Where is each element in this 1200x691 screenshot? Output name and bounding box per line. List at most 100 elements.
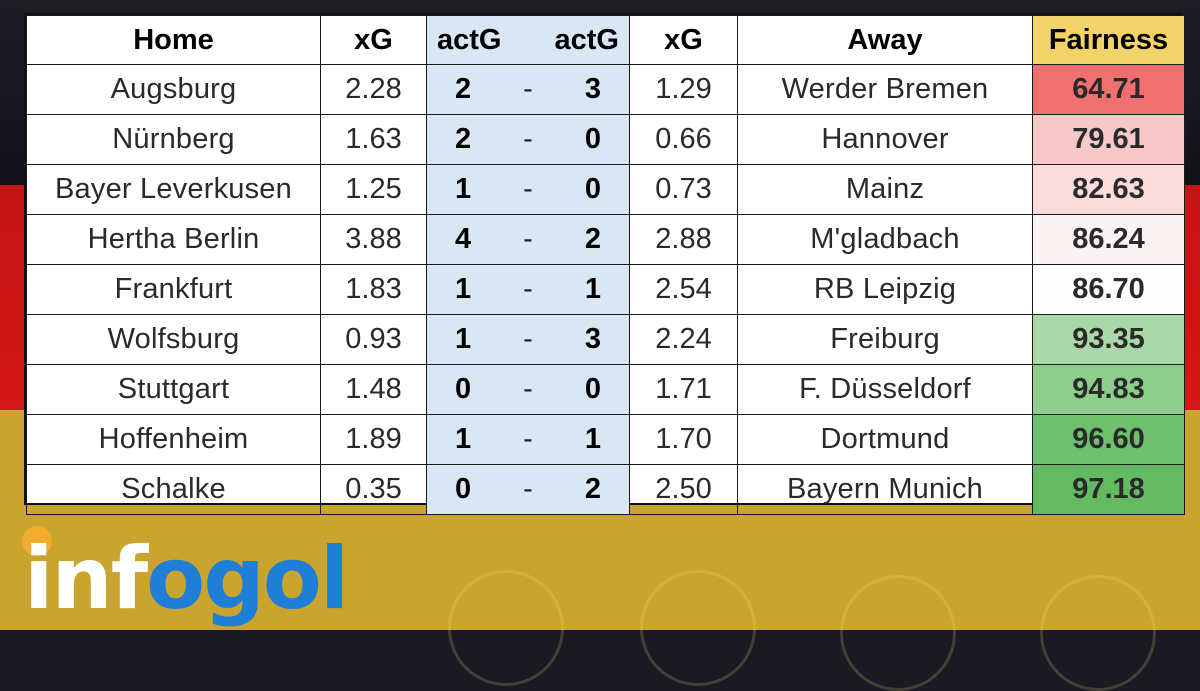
home-team: Wolfsburg	[26, 314, 321, 365]
header-xg-away: xG	[629, 15, 738, 65]
score-separator: -	[523, 473, 533, 505]
away-team: Freiburg	[737, 314, 1033, 365]
header-actg-home: actG	[437, 23, 502, 56]
watermark-ball	[1040, 575, 1156, 691]
home-xg: 0.35	[320, 464, 427, 515]
home-team: Frankfurt	[26, 264, 321, 315]
home-goals: 1	[455, 423, 472, 455]
table-row: Wolfsburg 0.93 1 - 3 2.24 Freiburg 93.35	[26, 314, 1185, 365]
score-separator: -	[523, 323, 533, 355]
header-actg-away: actG	[554, 23, 619, 56]
header-actual-goals: actG actG	[426, 15, 630, 65]
home-team: Hertha Berlin	[26, 214, 321, 265]
away-goals: 0	[584, 173, 601, 205]
home-goals: 4	[455, 223, 472, 255]
away-team: RB Leipzig	[737, 264, 1033, 315]
score: 0 - 0	[426, 364, 630, 415]
home-xg: 1.83	[320, 264, 427, 315]
home-team: Hoffenheim	[26, 414, 321, 465]
table-row: Hoffenheim 1.89 1 - 1 1.70 Dortmund 96.60	[26, 414, 1185, 465]
table-row: Schalke 0.35 0 - 2 2.50 Bayern Munich 97.18	[26, 464, 1185, 515]
home-goals: 0	[455, 373, 472, 405]
results-table: Home xG actG actG xG Away Fairness Augsb…	[26, 15, 1185, 515]
watermark-ball	[640, 570, 756, 686]
results-table-container: Home xG actG actG xG Away Fairness Augsb…	[24, 13, 1185, 515]
home-xg: 3.88	[320, 214, 427, 265]
away-team: F. Düsseldorf	[737, 364, 1033, 415]
table-row: Stuttgart 1.48 0 - 0 1.71 F. Düsseldorf 94.83	[26, 364, 1185, 415]
score-separator: -	[523, 273, 533, 305]
score-separator: -	[523, 423, 533, 455]
away-xg: 1.71	[629, 364, 738, 415]
home-xg: 1.48	[320, 364, 427, 415]
away-team: Werder Bremen	[737, 64, 1033, 115]
score-separator: -	[523, 123, 533, 155]
score: 0 - 2	[426, 464, 630, 515]
away-xg: 2.54	[629, 264, 738, 315]
infogol-logo: infogol	[18, 520, 398, 630]
home-team: Augsburg	[26, 64, 321, 115]
home-goals: 2	[455, 123, 472, 155]
table-header-row: Home xG actG actG xG Away Fairness	[26, 15, 1185, 65]
away-team: Mainz	[737, 164, 1033, 215]
fairness-value: 64.71	[1032, 64, 1185, 115]
score: 2 - 3	[426, 64, 630, 115]
header-xg-home: xG	[320, 15, 427, 65]
fairness-value: 93.35	[1032, 314, 1185, 365]
away-goals: 0	[584, 123, 601, 155]
home-team: Stuttgart	[26, 364, 321, 415]
home-xg: 1.25	[320, 164, 427, 215]
away-team: Bayern Munich	[737, 464, 1033, 515]
table-row: Bayer Leverkusen 1.25 1 - 0 0.73 Mainz 82.63	[26, 164, 1185, 215]
away-team: Hannover	[737, 114, 1033, 165]
logo-text-blue: ogol	[146, 529, 349, 629]
score: 4 - 2	[426, 214, 630, 265]
table-body: Augsburg 2.28 2 - 3 1.29 Werder Bremen 64.71 Nür…	[26, 64, 1185, 515]
fairness-value: 79.61	[1032, 114, 1185, 165]
header-home: Home	[26, 15, 321, 65]
home-goals: 0	[455, 473, 472, 505]
logo-wordmark: infogol	[24, 536, 349, 622]
away-xg: 0.66	[629, 114, 738, 165]
table-row: Hertha Berlin 3.88 4 - 2 2.88 M'gladbach 86.24	[26, 214, 1185, 265]
away-xg: 1.70	[629, 414, 738, 465]
score-separator: -	[523, 223, 533, 255]
fairness-value: 86.70	[1032, 264, 1185, 315]
away-xg: 0.73	[629, 164, 738, 215]
away-xg: 1.29	[629, 64, 738, 115]
home-xg: 1.63	[320, 114, 427, 165]
table-row: Frankfurt 1.83 1 - 1 2.54 RB Leipzig 86.70	[26, 264, 1185, 315]
away-goals: 1	[584, 273, 601, 305]
table-row: Nürnberg 1.63 2 - 0 0.66 Hannover 79.61	[26, 114, 1185, 165]
score: 1 - 0	[426, 164, 630, 215]
home-goals: 1	[455, 173, 472, 205]
fairness-value: 94.83	[1032, 364, 1185, 415]
away-goals: 2	[584, 473, 601, 505]
fairness-value: 96.60	[1032, 414, 1185, 465]
home-xg: 2.28	[320, 64, 427, 115]
home-goals: 1	[455, 323, 472, 355]
score: 1 - 1	[426, 414, 630, 465]
home-team: Schalke	[26, 464, 321, 515]
fairness-value: 97.18	[1032, 464, 1185, 515]
home-team: Nürnberg	[26, 114, 321, 165]
away-team: M'gladbach	[737, 214, 1033, 265]
score: 1 - 3	[426, 314, 630, 365]
away-goals: 1	[584, 423, 601, 455]
away-xg: 2.50	[629, 464, 738, 515]
score-separator: -	[523, 373, 533, 405]
away-xg: 2.88	[629, 214, 738, 265]
home-xg: 1.89	[320, 414, 427, 465]
header-away: Away	[737, 15, 1033, 65]
home-goals: 2	[455, 73, 472, 105]
away-goals: 0	[584, 373, 601, 405]
away-goals: 2	[584, 223, 601, 255]
header-fairness: Fairness	[1032, 15, 1185, 65]
logo-text-white: inf	[24, 529, 148, 629]
score: 2 - 0	[426, 114, 630, 165]
home-team: Bayer Leverkusen	[26, 164, 321, 215]
watermark-ball	[448, 570, 564, 686]
away-goals: 3	[584, 323, 601, 355]
away-team: Dortmund	[737, 414, 1033, 465]
score-separator: -	[523, 73, 533, 105]
